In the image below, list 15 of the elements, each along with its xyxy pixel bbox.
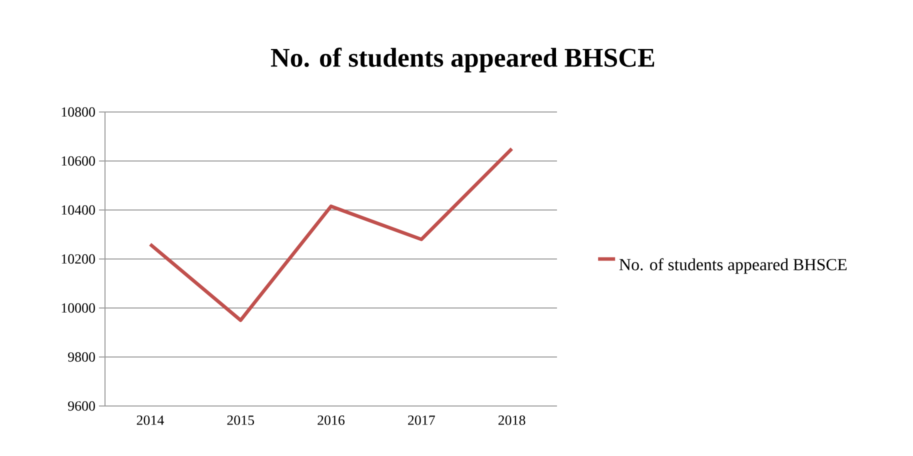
legend-label: No. of students appeared BHSCE — [619, 258, 847, 274]
line-series — [148, 146, 514, 322]
y-tick-label: 10000 — [62, 303, 95, 313]
y-tick-label: 10400 — [62, 205, 95, 215]
y-tick-label: 9600 — [68, 401, 95, 411]
y-tick-label: 10200 — [62, 254, 95, 264]
x-tick-label: 2018 — [498, 416, 526, 425]
chart-title: No. of students appeared BHSCE — [270, 48, 654, 72]
y-tick-label: 9800 — [68, 352, 95, 362]
x-tick-label: 2016 — [318, 416, 345, 425]
y-tick-label: 10600 — [62, 156, 95, 166]
x-tick-label: 2014 — [136, 416, 164, 425]
y-tick-label: 10800 — [62, 107, 95, 117]
x-tick-label: 2017 — [408, 416, 435, 425]
x-tick-label: 2015 — [227, 416, 254, 425]
